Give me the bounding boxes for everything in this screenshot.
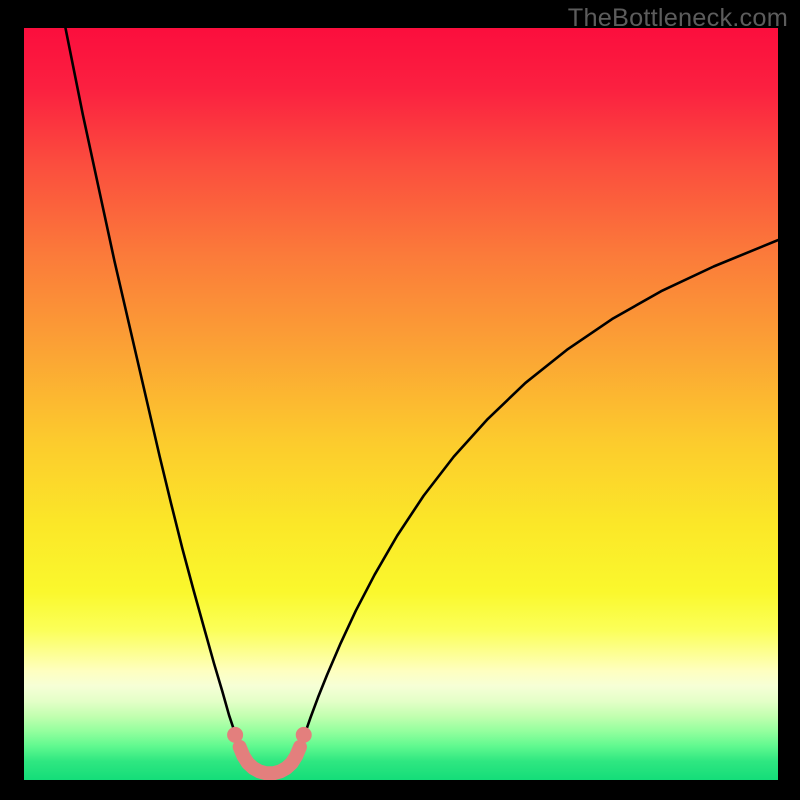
highlight-dot: [227, 727, 243, 743]
plot-area: [24, 28, 778, 780]
highlight-dot: [296, 727, 312, 743]
bottleneck-curve: [65, 28, 778, 773]
chart-overlay: [24, 28, 778, 780]
watermark-text: TheBottleneck.com: [568, 4, 788, 33]
highlight-marker: [240, 747, 300, 773]
